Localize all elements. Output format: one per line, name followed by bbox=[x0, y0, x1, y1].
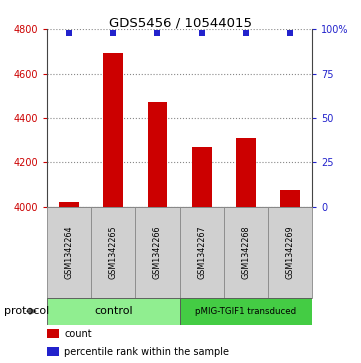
Point bbox=[243, 30, 249, 36]
Text: GSM1342267: GSM1342267 bbox=[197, 225, 206, 279]
Point bbox=[155, 30, 160, 36]
Bar bbox=[179, 207, 224, 298]
Bar bbox=[47, 298, 179, 325]
Bar bbox=[192, 147, 212, 207]
Text: pMIG-TGIF1 transduced: pMIG-TGIF1 transduced bbox=[195, 307, 296, 316]
Bar bbox=[47, 329, 59, 338]
Text: GSM1342264: GSM1342264 bbox=[65, 225, 74, 279]
Point bbox=[66, 30, 72, 36]
Bar bbox=[47, 347, 59, 356]
Bar bbox=[280, 190, 300, 207]
Bar bbox=[59, 203, 79, 207]
Text: control: control bbox=[94, 306, 132, 316]
Bar bbox=[135, 207, 180, 298]
Text: count: count bbox=[64, 329, 92, 339]
Text: GSM1342269: GSM1342269 bbox=[286, 225, 295, 279]
Bar bbox=[148, 102, 168, 207]
Bar bbox=[224, 207, 268, 298]
Text: GSM1342266: GSM1342266 bbox=[153, 225, 162, 279]
Point bbox=[110, 30, 116, 36]
Bar bbox=[236, 138, 256, 207]
Text: GDS5456 / 10544015: GDS5456 / 10544015 bbox=[109, 16, 252, 29]
Bar bbox=[47, 207, 91, 298]
Text: percentile rank within the sample: percentile rank within the sample bbox=[64, 347, 229, 356]
Text: protocol: protocol bbox=[4, 306, 49, 316]
Bar bbox=[103, 53, 123, 207]
Bar bbox=[268, 207, 312, 298]
Text: GSM1342265: GSM1342265 bbox=[109, 225, 118, 279]
Point bbox=[199, 30, 205, 36]
Text: GSM1342268: GSM1342268 bbox=[242, 225, 251, 279]
Bar bbox=[179, 298, 312, 325]
Bar bbox=[91, 207, 135, 298]
Point bbox=[287, 30, 293, 36]
